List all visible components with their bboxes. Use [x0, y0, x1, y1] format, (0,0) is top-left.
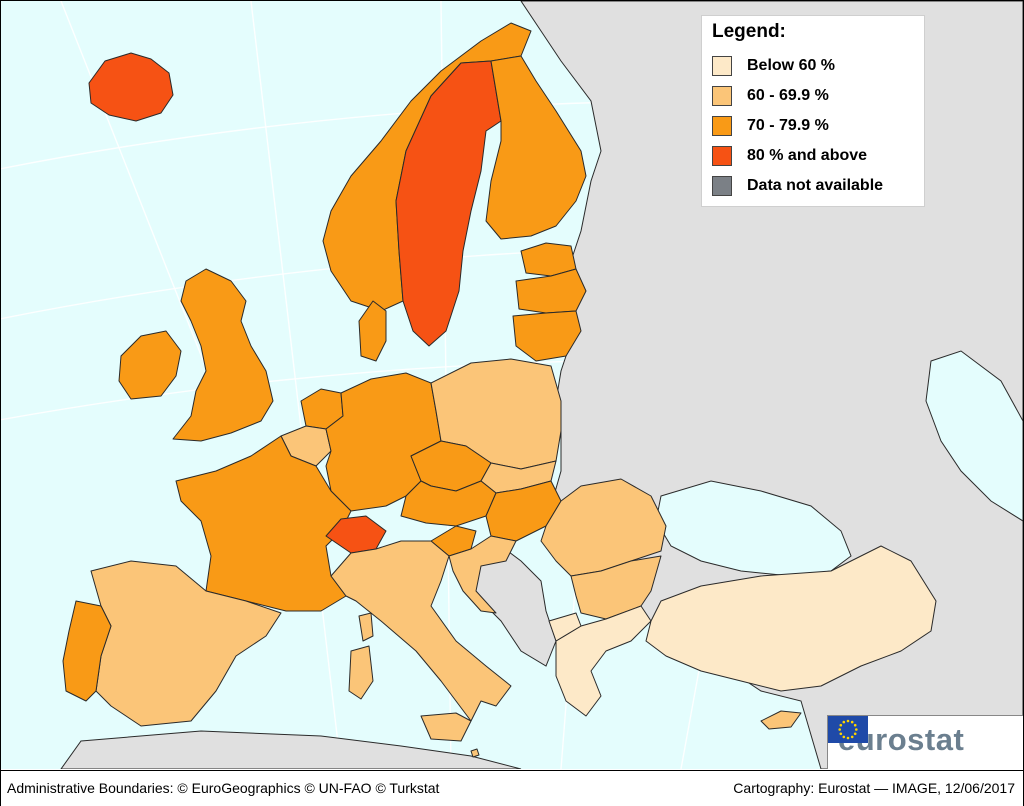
region-romania [540, 478, 667, 577]
legend-swatch [712, 176, 732, 196]
region-iceland [88, 52, 174, 122]
legend-label: 80 % and above [747, 147, 868, 164]
legend-swatch [712, 86, 732, 106]
region-finland [485, 55, 587, 240]
region-italy [330, 540, 512, 722]
region-france [175, 435, 352, 612]
region-cyprus [760, 710, 802, 730]
eu-flag-icon [828, 716, 868, 743]
region-sweden [395, 60, 502, 347]
countries [62, 22, 937, 758]
legend-swatch [712, 116, 732, 136]
region-portugal [62, 600, 112, 702]
legend-swatch [712, 56, 732, 76]
choropleth-map: Legend: Below 60 % 60 - 69.9 % 70 - 79.9… [1, 1, 1023, 769]
legend: Legend: Below 60 % 60 - 69.9 % 70 - 79.9… [701, 15, 925, 207]
legend-swatch [712, 146, 732, 166]
legend-label: 70 - 79.9 % [747, 117, 829, 134]
region-lithuania [512, 310, 582, 362]
region-sicily [420, 712, 472, 742]
region-croatia [448, 535, 517, 614]
region-malta [470, 748, 480, 758]
region-north-macedonia [548, 612, 582, 642]
region-greece [555, 605, 652, 717]
footer-credits-left: Administrative Boundaries: © EuroGeograp… [7, 780, 440, 796]
region-bulgaria [570, 555, 662, 620]
legend-label: 60 - 69.9 % [747, 87, 829, 104]
legend-label: Data not available [747, 177, 884, 194]
region-denmark [358, 300, 387, 362]
region-united-kingdom [172, 268, 274, 442]
footer-credits-right: Cartography: Eurostat — IMAGE, 12/06/201… [733, 780, 1015, 796]
region-sardinia [348, 645, 374, 700]
footer: Administrative Boundaries: © EuroGeograp… [1, 770, 1023, 806]
legend-title: Legend: [712, 21, 786, 42]
region-ireland [118, 330, 182, 400]
eurostat-logo: eurostat [827, 715, 1023, 769]
region-corsica [358, 612, 374, 642]
region-turkey [645, 545, 937, 692]
region-latvia [515, 268, 587, 314]
legend-label: Below 60 % [747, 57, 836, 74]
